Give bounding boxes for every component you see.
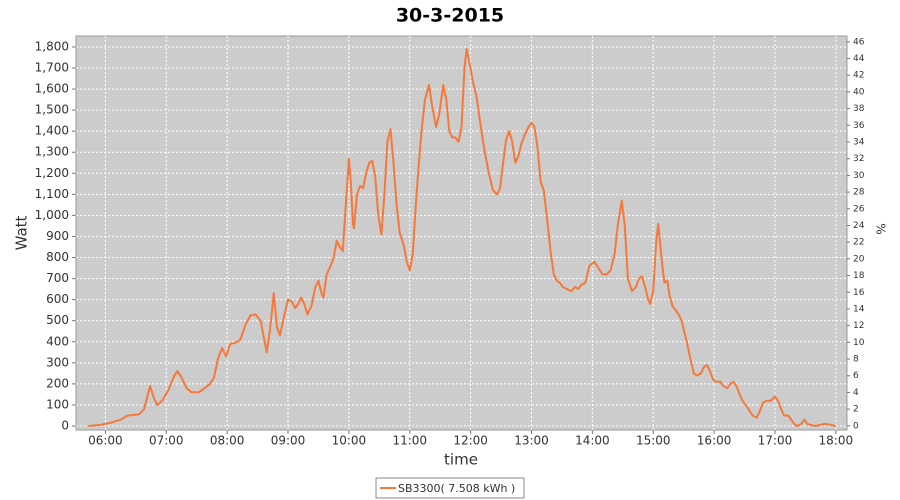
y-tick-label: 1,000 (35, 208, 69, 222)
y-tick-label: 1,100 (35, 187, 69, 201)
y-tick-label: 1,700 (35, 61, 69, 75)
series-line (88, 48, 837, 427)
x-tick-label: 08:00 (210, 434, 245, 448)
y2-tick-label: 32 (853, 154, 864, 164)
y-tick-label: 900 (46, 229, 69, 243)
y-axis-label: Watt (13, 215, 31, 250)
y-tick-label: 500 (46, 313, 69, 327)
x-tick-label: 16:00 (697, 434, 732, 448)
y2-tick-label: 28 (853, 188, 865, 198)
legend (375, 477, 525, 499)
y2-tick-label: 34 (853, 138, 865, 148)
y2-tick-label: 20 (853, 254, 865, 264)
y-tick-label: 0 (61, 418, 69, 432)
y2-tick-label: 10 (853, 338, 865, 348)
x-tick-label: 17:00 (758, 434, 793, 448)
x-tick-label: 13:00 (514, 434, 549, 448)
plot-area (75, 35, 848, 431)
y2-tick-label: 0 (853, 421, 859, 431)
y-tick-label: 300 (46, 355, 69, 369)
x-tick-label: 10:00 (332, 434, 367, 448)
x-tick-label: 11:00 (392, 434, 427, 448)
x-tick-label: 15:00 (636, 434, 671, 448)
x-tick-label: 18:00 (819, 434, 854, 448)
legend-entry: SB3300( 7.508 kWh ) (380, 482, 515, 495)
y2-tick-label: 24 (853, 221, 865, 231)
y-tick-label: 400 (46, 334, 69, 348)
y-tick-label: 100 (46, 397, 69, 411)
x-tick-label: 09:00 (271, 434, 306, 448)
y2-tick-label: 4 (853, 388, 859, 398)
y2-axis-label: % (874, 223, 888, 234)
chart-title: 30-3-2015 (396, 5, 504, 27)
y2-tick-label: 26 (853, 204, 865, 214)
x-axis-label: time (444, 451, 478, 469)
y2-tick-label: 6 (853, 371, 859, 381)
x-tick-label: 12:00 (453, 434, 488, 448)
y2-tick-label: 44 (853, 54, 865, 64)
y2-tick-label: 18 (853, 271, 865, 281)
y-tick-label: 1,600 (35, 82, 69, 96)
y-tick-label: 700 (46, 271, 69, 285)
x-tick-label: 06:00 (88, 434, 123, 448)
y2-tick-label: 16 (853, 288, 865, 298)
x-tick-label: 14:00 (575, 434, 610, 448)
y-tick-label: 1,200 (35, 166, 69, 180)
y2-tick-label: 14 (853, 304, 865, 314)
legend-label: SB3300( 7.508 kWh ) (398, 482, 515, 495)
y-tick-label: 600 (46, 292, 69, 306)
y-tick-label: 800 (46, 250, 69, 264)
x-tick-label: 07:00 (149, 434, 184, 448)
y-tick-label: 1,400 (35, 124, 69, 138)
y2-tick-label: 40 (853, 87, 865, 97)
y-tick-label: 1,800 (35, 39, 69, 53)
y2-tick-label: 2 (853, 405, 859, 415)
y-tick-label: 1,300 (35, 145, 69, 159)
y2-tick-label: 38 (853, 104, 865, 114)
y-tick-label: 1,500 (35, 103, 69, 117)
y2-tick-label: 46 (853, 37, 865, 47)
y2-tick-label: 36 (853, 121, 865, 131)
y2-tick-label: 8 (853, 355, 859, 365)
y2-tick-label: 42 (853, 71, 864, 81)
y2-tick-label: 22 (853, 238, 864, 248)
y2-tick-label: 30 (853, 171, 865, 181)
y2-tick-label: 12 (853, 321, 864, 331)
y-tick-label: 200 (46, 376, 69, 390)
